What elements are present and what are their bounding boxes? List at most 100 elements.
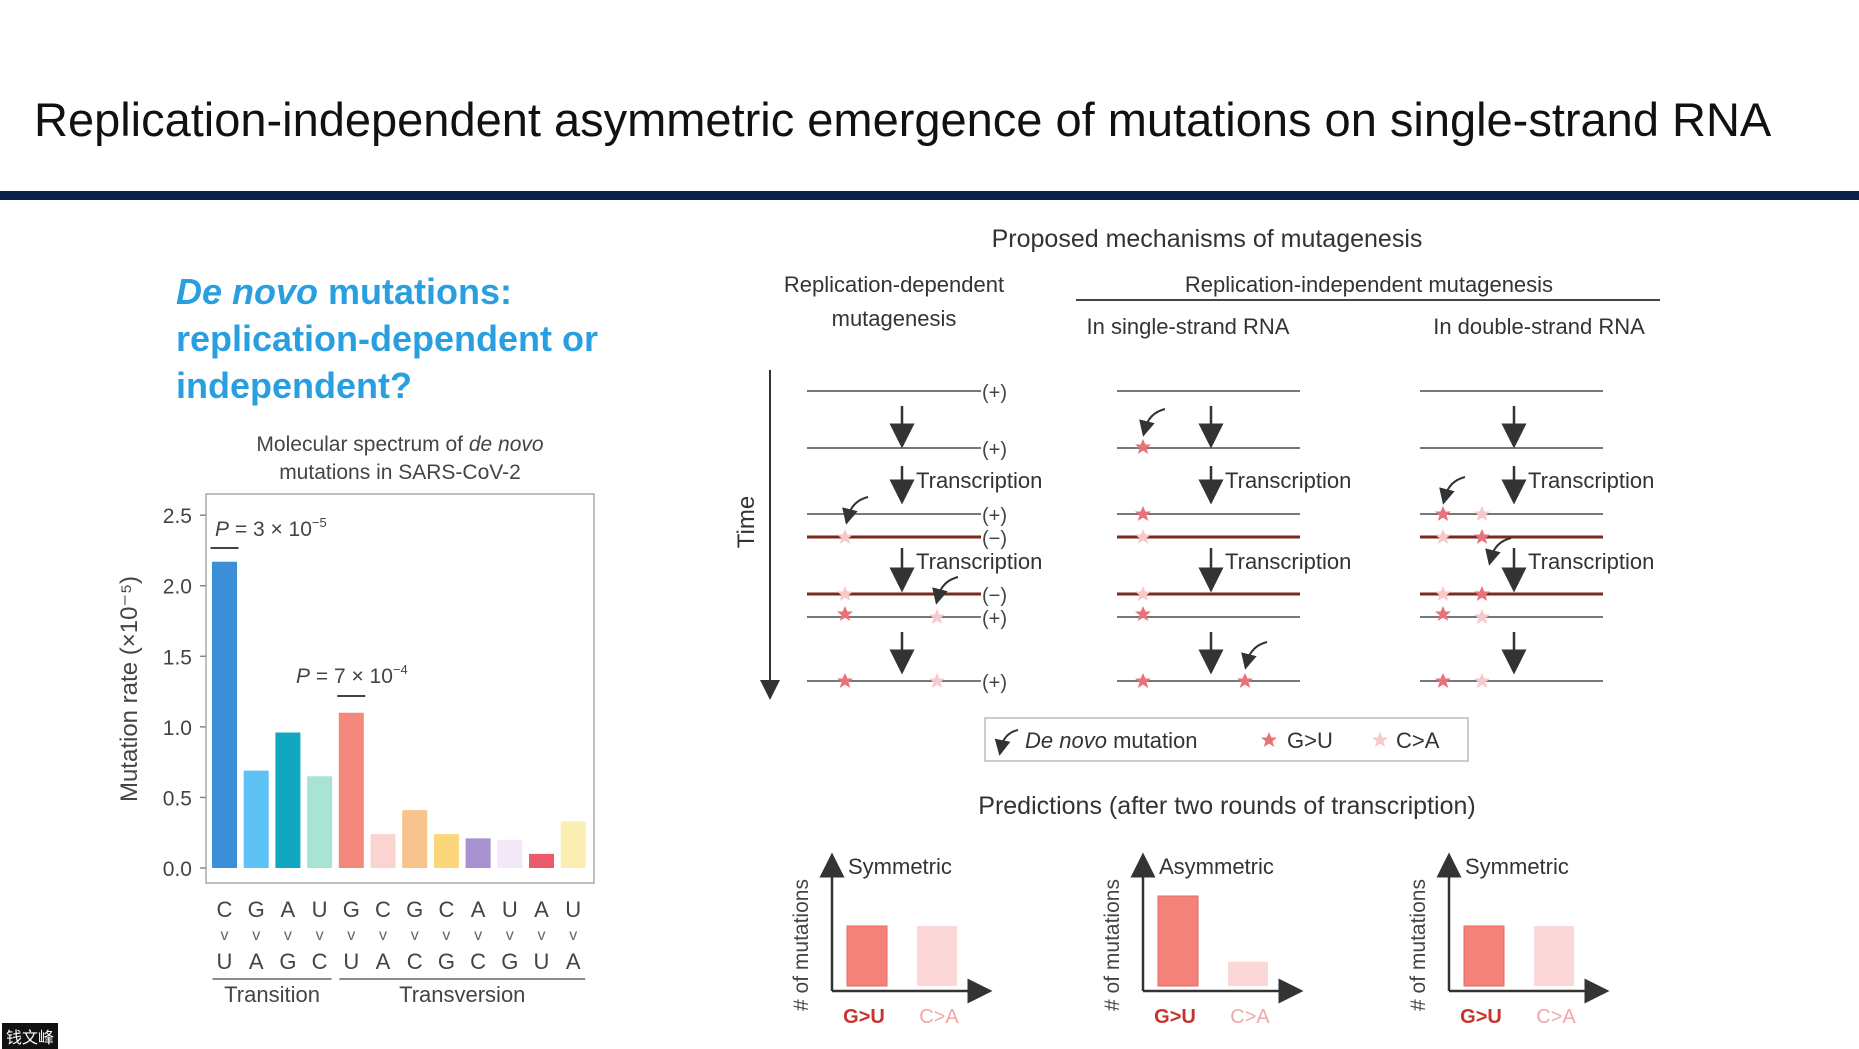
- slide-title: Replication-independent asymmetric emerg…: [34, 93, 1772, 146]
- x-from-base: A: [281, 897, 296, 922]
- bar: [402, 810, 428, 868]
- bar: [243, 770, 269, 868]
- question-italic: De novo: [176, 271, 319, 312]
- pred-title: Symmetric: [848, 854, 952, 879]
- y-tick-label: 1.5: [163, 646, 192, 669]
- x-arrow-glyph: v: [252, 927, 260, 944]
- bar: [212, 561, 237, 868]
- pred-y-label: # of mutations: [1407, 879, 1430, 1011]
- legend-item1: De novo mutation: [1025, 728, 1197, 753]
- strand-sign: (+): [982, 505, 1007, 527]
- mutation-spectrum-chart: Molecular spectrum of de novo mutations …: [116, 433, 595, 1007]
- title-divider: [0, 191, 1859, 200]
- legend-item3: C>A: [1396, 728, 1440, 753]
- x-arrow-glyph: v: [347, 927, 355, 944]
- pred-x-g: G>U: [843, 1006, 885, 1028]
- strand-sign: (−): [982, 585, 1007, 607]
- x-to-base: C: [312, 949, 328, 974]
- de-novo-mutation-icon: [1439, 476, 1466, 505]
- x-to-base: G: [438, 949, 455, 974]
- question-heading: De novo mutations: replication-dependent…: [176, 268, 598, 409]
- plot-frame: [205, 493, 595, 884]
- mutation-star-icon: [1135, 606, 1151, 621]
- mechanisms-diagram: Proposed mechanisms of mutagenesis Repli…: [733, 225, 1660, 1028]
- de-novo-mutation-icon: [842, 496, 869, 525]
- pred-bar-c-to-a: [1228, 961, 1268, 986]
- x-to-base: A: [249, 949, 264, 974]
- pred-y-label: # of mutations: [790, 879, 813, 1011]
- x-to-base: G: [501, 949, 518, 974]
- transcription-label: Transcription: [1225, 468, 1351, 493]
- y-tick-label: 2.5: [163, 505, 192, 528]
- group-label: Transition: [224, 982, 320, 1007]
- mutation-star-icon: [1435, 606, 1451, 621]
- x-from-base: U: [502, 897, 518, 922]
- mechanisms-header: Proposed mechanisms of mutagenesis: [992, 225, 1423, 253]
- question-line3: independent?: [176, 365, 412, 406]
- bar: [338, 712, 364, 868]
- x-to-base: U: [534, 949, 550, 974]
- x-to-base: C: [470, 949, 486, 974]
- mutation-star-icon: [837, 606, 853, 621]
- x-to-base: G: [279, 949, 296, 974]
- de-novo-mutation-icon: [1241, 641, 1268, 670]
- x-from-base: A: [534, 897, 549, 922]
- x-arrow-glyph: v: [411, 927, 419, 944]
- group-label: Transversion: [399, 982, 525, 1007]
- pred-x-c: C>A: [1536, 1006, 1576, 1028]
- col2-title: In single-strand RNA: [1087, 314, 1290, 339]
- bar: [370, 834, 396, 868]
- pred-x-g: G>U: [1460, 1006, 1502, 1028]
- transcription-label: Transcription: [916, 549, 1042, 574]
- strand-sign: (+): [982, 439, 1007, 461]
- predictions-header: Predictions (after two rounds of transcr…: [978, 792, 1475, 820]
- strand-sign: (+): [982, 672, 1007, 694]
- pred-y-label: # of mutations: [1101, 879, 1124, 1011]
- x-to-base: U: [217, 949, 233, 974]
- pred-title: Symmetric: [1465, 854, 1569, 879]
- x-from-base: A: [471, 897, 486, 922]
- pred-x-c: C>A: [1230, 1006, 1270, 1028]
- x-from-base: U: [312, 897, 328, 922]
- strand-sign: (+): [982, 608, 1007, 630]
- y-tick-label: 0.0: [163, 858, 192, 881]
- bar: [433, 834, 459, 868]
- transcription-label: Transcription: [916, 468, 1042, 493]
- time-label: Time: [733, 496, 760, 548]
- strand-sign: (−): [982, 528, 1007, 550]
- chart-title-line2: mutations in SARS-CoV-2: [279, 461, 521, 484]
- x-from-base: C: [217, 897, 233, 922]
- pred-title: Asymmetric: [1159, 854, 1274, 879]
- col1-title-line2: mutagenesis: [832, 306, 957, 331]
- x-from-base: C: [438, 897, 454, 922]
- bar: [275, 732, 301, 868]
- de-novo-mutation-icon: [1139, 408, 1166, 437]
- de-novo-mutation-icon: [1485, 537, 1512, 566]
- x-from-base: C: [375, 897, 391, 922]
- y-axis-label: Mutation rate (×10⁻⁵): [116, 576, 143, 802]
- col1-title-line1: Replication-dependent: [784, 272, 1004, 297]
- y-tick-label: 0.5: [163, 787, 192, 810]
- pred-x-g: G>U: [1154, 1006, 1196, 1028]
- x-from-base: U: [565, 897, 581, 922]
- x-arrow-glyph: v: [316, 927, 324, 944]
- x-to-base: A: [376, 949, 391, 974]
- watermark: 钱文峰: [2, 1023, 59, 1049]
- bar: [465, 838, 491, 868]
- x-arrow-glyph: v: [442, 927, 450, 944]
- pred-bar-c-to-a: [917, 926, 957, 986]
- indep-title: Replication-independent mutagenesis: [1185, 272, 1553, 297]
- pred-x-c: C>A: [919, 1006, 959, 1028]
- col3-title: In double-strand RNA: [1433, 314, 1645, 339]
- chart-title-line1: Molecular spectrum of de novo: [256, 433, 543, 456]
- x-arrow-glyph: v: [284, 927, 292, 944]
- bar: [560, 821, 586, 868]
- bar: [529, 853, 554, 868]
- transcription-label: Transcription: [1528, 468, 1654, 493]
- x-arrow-glyph: v: [474, 927, 482, 944]
- de-novo-mutation-icon: [994, 729, 1019, 756]
- y-tick-label: 1.0: [163, 717, 192, 740]
- p-value-label: P = 3 × 10−5: [215, 515, 327, 541]
- y-tick-label: 2.0: [163, 576, 192, 599]
- x-from-base: G: [406, 897, 423, 922]
